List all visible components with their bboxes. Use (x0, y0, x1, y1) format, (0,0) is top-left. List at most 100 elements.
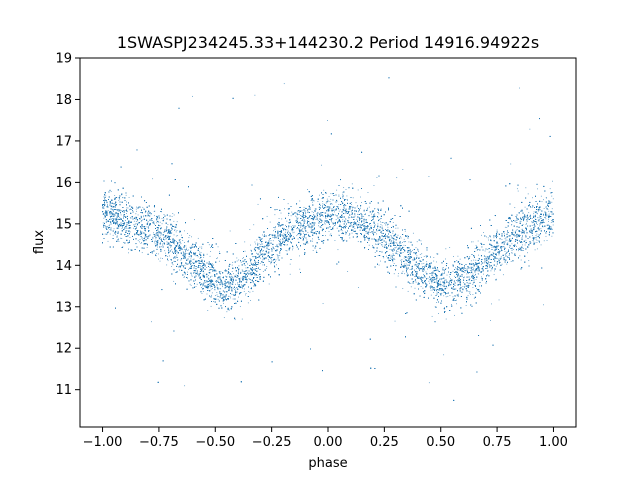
data-point (332, 223, 334, 225)
data-point (536, 212, 538, 214)
data-point (345, 225, 347, 226)
data-point (218, 300, 220, 302)
data-point (194, 219, 195, 221)
data-point (267, 248, 269, 250)
data-point (378, 264, 380, 266)
data-point (338, 210, 340, 212)
data-point (472, 294, 474, 295)
data-point (374, 252, 376, 253)
data-point (495, 253, 497, 254)
data-point (279, 239, 281, 240)
data-point (184, 385, 186, 387)
data-point (441, 273, 442, 274)
data-point (389, 249, 391, 250)
data-point (418, 251, 419, 252)
data-point (237, 283, 238, 285)
data-point (351, 212, 353, 214)
data-point (305, 227, 307, 228)
data-point (349, 217, 351, 218)
data-point (340, 229, 342, 231)
data-point (316, 213, 318, 215)
data-point (333, 209, 335, 211)
data-point (129, 209, 130, 211)
data-point (446, 293, 448, 294)
data-point (531, 231, 533, 233)
data-point (206, 281, 208, 283)
data-point (238, 259, 240, 261)
data-point (363, 209, 365, 211)
data-point (543, 240, 545, 242)
data-point (291, 230, 293, 232)
data-point (421, 280, 422, 282)
data-point (485, 256, 486, 258)
data-point (305, 208, 307, 210)
data-point (188, 256, 190, 258)
data-point (184, 273, 186, 275)
data-point (492, 252, 494, 254)
data-point (199, 271, 201, 273)
data-point (278, 240, 280, 241)
data-point (436, 253, 438, 255)
data-point (322, 206, 324, 208)
data-point (534, 237, 536, 239)
data-point (355, 202, 357, 204)
data-point (308, 221, 310, 223)
data-point (511, 248, 513, 250)
data-point (210, 247, 212, 248)
data-point (538, 220, 540, 222)
data-point (250, 258, 252, 260)
data-point (401, 249, 402, 251)
data-point (365, 213, 366, 215)
data-point (133, 224, 135, 226)
data-point (528, 212, 530, 214)
data-point (318, 225, 319, 227)
data-point (186, 253, 188, 254)
data-point (250, 267, 252, 269)
data-point (176, 221, 178, 223)
data-point (551, 201, 553, 203)
data-point (325, 235, 326, 237)
data-point (416, 264, 417, 266)
data-point (191, 275, 193, 277)
data-point (189, 252, 191, 253)
data-point (183, 276, 185, 278)
data-point (338, 194, 340, 196)
data-point (357, 189, 359, 191)
data-point (531, 207, 533, 208)
data-point (527, 225, 529, 227)
data-point (494, 247, 496, 249)
data-point (141, 237, 143, 239)
data-point (235, 288, 237, 290)
data-point (303, 206, 305, 208)
data-point (519, 220, 521, 222)
data-point (527, 225, 529, 227)
data-point (424, 282, 426, 283)
data-point (328, 231, 330, 232)
data-point (414, 269, 416, 271)
data-point (223, 302, 224, 304)
data-point (325, 231, 326, 232)
data-point (458, 272, 459, 274)
data-point (330, 219, 332, 220)
data-point (493, 245, 495, 247)
data-point (505, 237, 507, 239)
data-point (377, 227, 378, 229)
data-point (120, 226, 122, 228)
data-point (231, 264, 233, 266)
data-point (262, 250, 264, 252)
data-point (515, 230, 517, 232)
data-point (433, 281, 435, 283)
data-point (507, 243, 509, 245)
data-point (540, 217, 542, 219)
data-point (144, 236, 146, 238)
data-point (274, 266, 276, 268)
data-point (229, 230, 231, 232)
data-point (252, 272, 254, 274)
data-point (328, 209, 330, 211)
data-point (234, 319, 236, 321)
data-point (199, 263, 201, 264)
data-point (417, 276, 418, 278)
data-point (468, 268, 470, 269)
data-point (151, 252, 153, 254)
